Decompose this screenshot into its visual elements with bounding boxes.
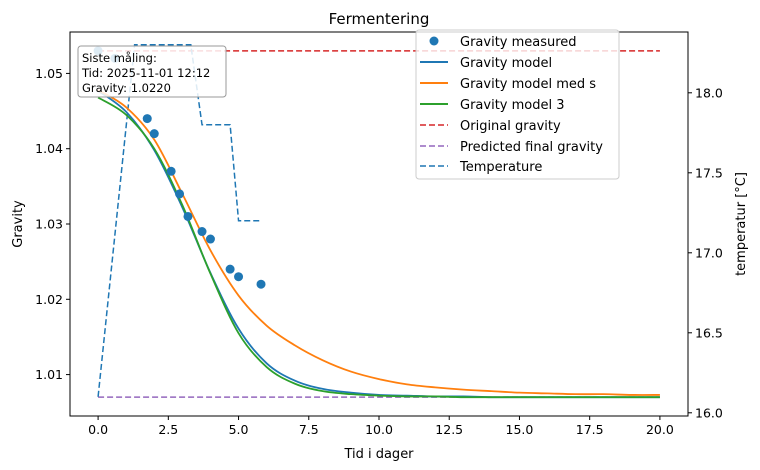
data-point (225, 264, 235, 274)
legend-frame (415, 29, 620, 180)
data-point (166, 166, 176, 176)
y2-axis-label: temperatur [°C] (734, 172, 749, 276)
data-point (256, 279, 266, 289)
x-tick-label: 7.5 (299, 422, 319, 437)
legend-marker-measured (429, 36, 439, 46)
chart-title: Fermentering (329, 10, 430, 28)
x-tick-label: 12.5 (435, 422, 463, 437)
data-point (175, 189, 185, 199)
y2-tick-label: 18.0 (695, 85, 723, 100)
x-tick-label: 2.5 (158, 422, 178, 437)
x-tick-label: 20.0 (646, 422, 674, 437)
data-point (149, 129, 159, 139)
x-tick-label: 15.0 (506, 422, 534, 437)
y-axis-left: 1.01 1.02 1.03 1.04 1.05 (35, 66, 70, 382)
y-tick-label: 1.03 (35, 217, 63, 232)
x-tick-label: 17.5 (576, 422, 604, 437)
legend-label: Gravity model (460, 56, 552, 71)
data-point (197, 227, 207, 237)
y-axis-label: Gravity (11, 200, 26, 248)
data-point (234, 272, 244, 282)
legend-label: Gravity model 3 (460, 98, 565, 113)
x-tick-label: 0.0 (88, 422, 108, 437)
annotation-line: Siste måling: (82, 51, 157, 65)
annotation-line: Gravity: 1.0220 (82, 81, 171, 95)
series-model-s (97, 89, 660, 396)
annotation-line: Tid: 2025-11-01 12:12 (81, 66, 210, 80)
y-tick-label: 1.01 (35, 367, 63, 382)
legend-label: Gravity measured (460, 35, 577, 50)
annotation-frame (77, 45, 227, 98)
y2-tick-label: 17.0 (695, 245, 723, 260)
series-model-3 (97, 96, 660, 399)
data-point (183, 211, 193, 221)
legend: Gravity measured Gravity model Gravity m… (415, 29, 620, 180)
y2-tick-label: 16.0 (695, 405, 723, 420)
x-axis-label: Tid i dager (343, 447, 414, 462)
y-tick-label: 1.02 (35, 292, 63, 307)
legend-label: Predicted final gravity (460, 140, 603, 155)
data-point (142, 114, 152, 124)
legend-label: Temperature (459, 160, 542, 175)
y-tick-label: 1.05 (35, 66, 63, 81)
y-tick-label: 1.04 (35, 141, 63, 156)
y2-tick-label: 16.5 (695, 325, 723, 340)
x-tick-label: 10.0 (365, 422, 393, 437)
x-tick-label: 5.0 (229, 422, 249, 437)
annotation-box: Siste måling: Tid: 2025-11-01 12:12 Grav… (77, 45, 227, 98)
y-axis-right: 16.0 16.5 17.0 17.5 18.0 (688, 85, 723, 420)
data-point (205, 234, 215, 244)
x-axis: 0.0 2.5 5.0 7.5 10.0 12.5 15.0 17.5 20.0 (88, 416, 674, 437)
y2-tick-label: 17.5 (695, 165, 723, 180)
legend-label: Gravity model med s (460, 77, 596, 92)
legend-label: Original gravity (460, 119, 561, 134)
